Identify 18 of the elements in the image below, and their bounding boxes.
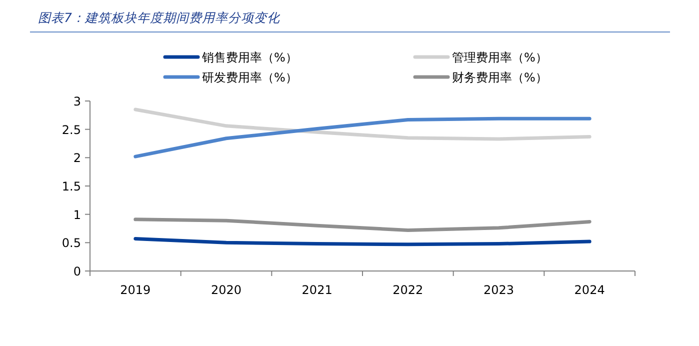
y-tick-label: 3 <box>73 94 81 108</box>
x-tick-label: 2021 <box>302 283 332 297</box>
y-tick-label: 1 <box>73 208 81 222</box>
chart-title: 图表7：建筑板块年度期间费用率分项变化 <box>38 10 281 25</box>
legend-label: 管理费用率（%） <box>452 50 548 64</box>
y-tick-label: 2.5 <box>62 122 81 137</box>
x-tick-label: 2023 <box>483 283 514 297</box>
y-tick-label: 0 <box>73 264 81 278</box>
y-tick-label: 1.5 <box>62 180 81 194</box>
legend-label: 财务费用率（%） <box>452 70 548 84</box>
x-tick-label: 2019 <box>120 283 151 297</box>
legend-label: 研发费用率（%） <box>202 70 298 84</box>
legend-label: 销售费用率（%） <box>201 50 298 64</box>
y-tick-label: 2 <box>73 151 81 166</box>
y-tick-label: 0.5 <box>62 236 81 250</box>
x-tick-label: 2022 <box>392 283 424 297</box>
x-tick-label: 2024 <box>574 283 605 297</box>
x-tick-label: 2020 <box>210 283 242 297</box>
